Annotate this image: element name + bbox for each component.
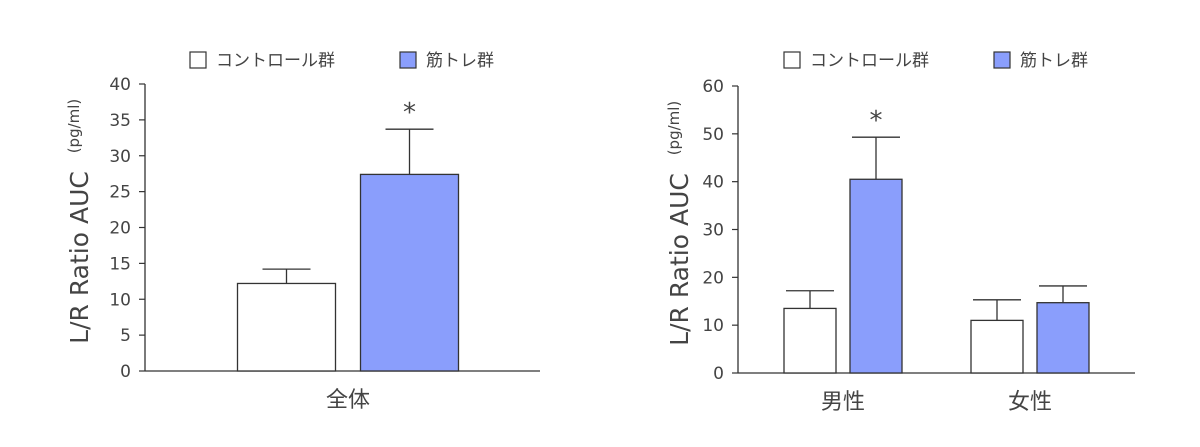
legend-label-control: コントロール群 [216,51,335,71]
y-tick-label: 40 [109,75,131,95]
chart-panel-1: コントロール群 筋トレ群 L/R Ratio AUC (pg/ml) 0 5 10 15 20 2… [65,51,540,413]
legend-swatch-control [783,51,801,69]
y-axis-unit: (pg/ml) [665,101,683,156]
y-tick-label: 10 [702,316,724,336]
bar-training [359,173,460,372]
y-axis-label: L/R Ratio AUC [65,171,94,344]
y-tick-label: 10 [109,290,131,310]
y-tick-label: 40 [702,173,724,193]
legend: コントロール群 筋トレ群 [189,51,494,71]
y-tick-label: 25 [109,183,131,203]
y-tick-label: 15 [109,254,131,274]
legend: コントロール群 筋トレ群 [783,51,1088,71]
y-tick-label: 35 [109,111,131,131]
y-tick-label: 30 [702,221,724,241]
y-axis-unit: (pg/ml) [65,99,83,154]
legend-swatch-training [993,51,1011,69]
category-label: 女性 [1008,390,1052,415]
y-tick-label: 0 [120,362,131,382]
legend-swatch-control [189,51,207,69]
y-tick-label: 60 [702,77,724,97]
bar-control [236,282,337,372]
chart-panel-2: コントロール群 筋トレ群 L/R Ratio AUC (pg/ml) 0 10 20 30 40… [665,51,1135,415]
y-tick-label: 50 [702,125,724,145]
y-tick-label: 20 [702,268,724,288]
bar-training [849,178,903,374]
significance-mark: * [870,106,883,136]
bar-control [970,319,1024,374]
y-axis-label: L/R Ratio AUC [665,173,694,346]
significance-mark: * [403,98,416,128]
y-tick-label: 5 [120,326,131,346]
bar-training [1036,302,1090,374]
y-tick-label: 0 [713,364,724,384]
bar-control [783,307,837,374]
legend-label-training: 筋トレ群 [1020,51,1088,71]
y-tick-label: 30 [109,147,131,167]
category-label: 男性 [821,390,865,415]
legend-label-control: コントロール群 [810,51,929,71]
category-label: 全体 [326,388,370,413]
y-tick-label: 20 [109,219,131,239]
legend-label-training: 筋トレ群 [426,51,494,71]
legend-swatch-training [399,51,417,69]
